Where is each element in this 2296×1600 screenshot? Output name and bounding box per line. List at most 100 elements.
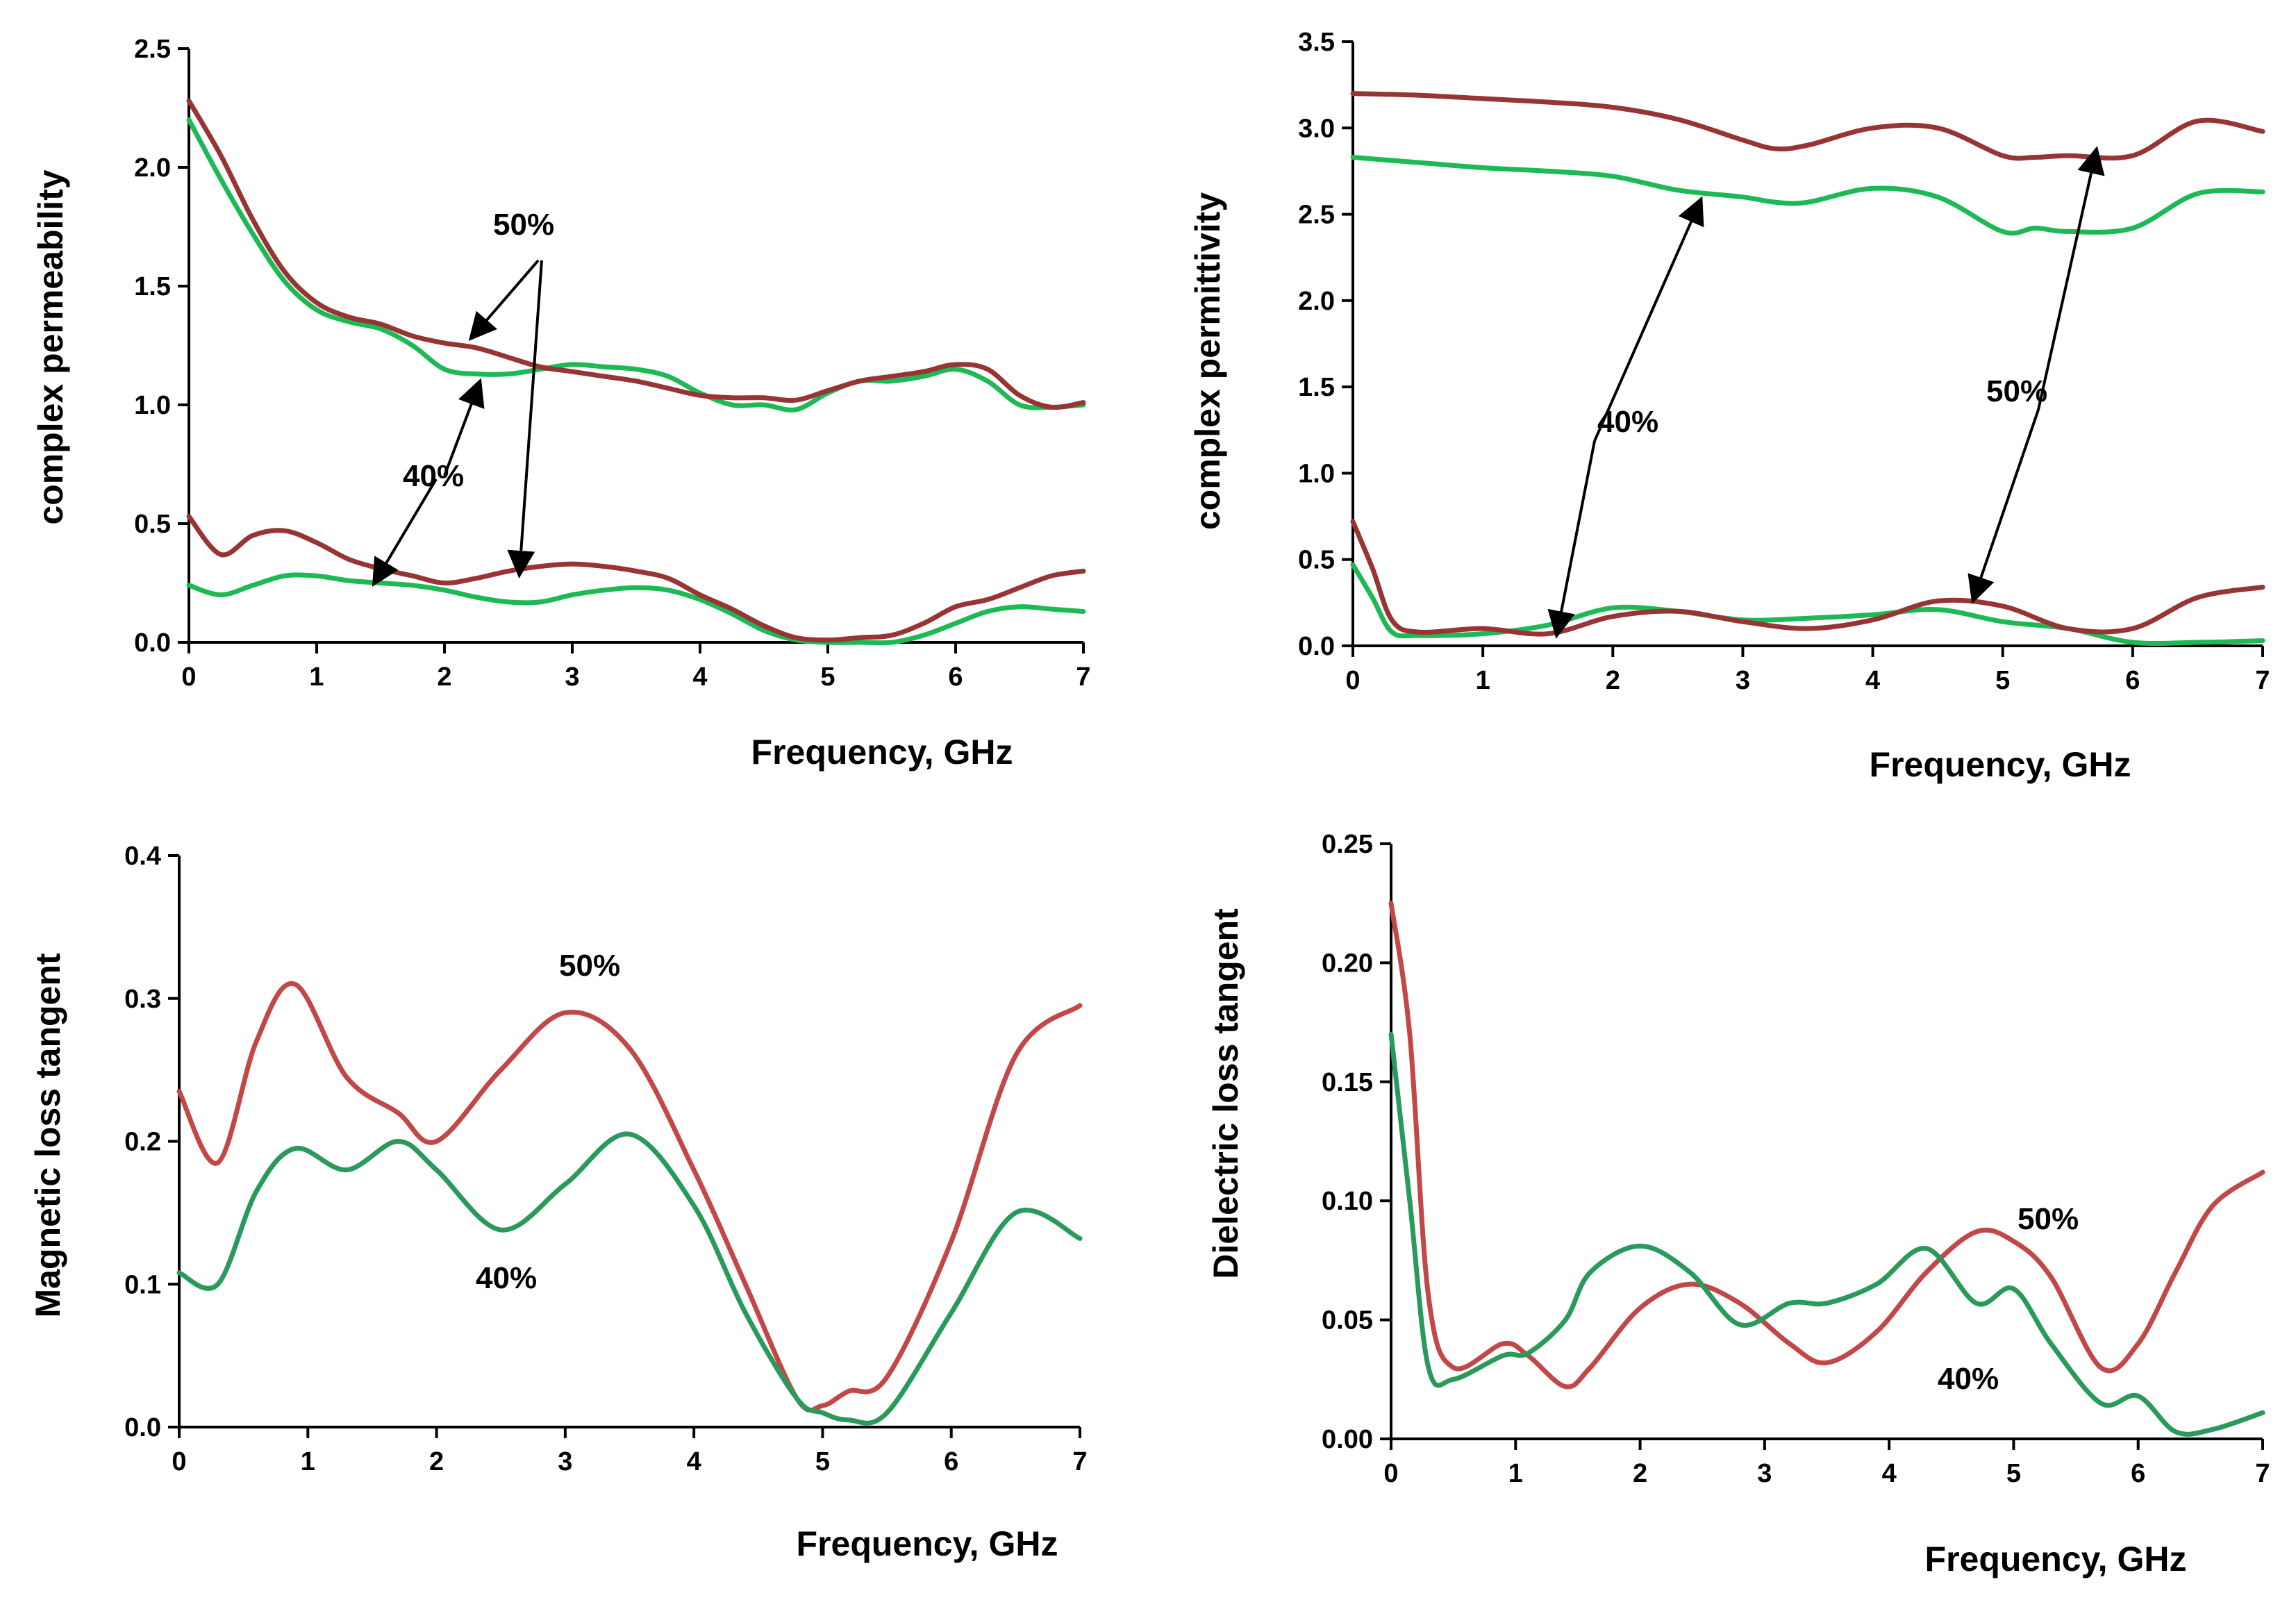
x-tick-label: 5 [820,662,835,692]
y-tick-label: 1.0 [134,391,171,420]
annotation-50pct: 50% [1986,374,2047,408]
y-tick-label: 3.0 [1298,114,1335,143]
x-tick-label: 0 [1383,1459,1398,1488]
annotation-40pct: 40% [1597,405,1658,439]
y-tick-label: 1.5 [1298,373,1335,402]
x-tick-label: 6 [948,662,963,692]
x-tick-label: 4 [1865,666,1880,695]
x-tick-label: 4 [687,1447,701,1476]
y-tick-label: 0.5 [134,510,171,539]
series-line-0 [186,117,1086,412]
x-tick-label: 3 [565,662,579,692]
y-axis-label: complex permeability [31,169,70,524]
x-axis-label: Frequency, GHz [751,733,1013,772]
y-tick-label: 0.3 [124,985,161,1014]
series-line-0 [1350,155,2265,236]
arrow [443,378,485,476]
x-tick-label: 7 [2255,1459,2270,1488]
y-tick-label: 2.5 [1298,201,1335,230]
y-axis-label: Magnetic loss tangent [28,953,67,1317]
annotation-50pct: 50% [559,949,620,983]
x-tick-label: 6 [944,1447,958,1476]
x-tick-label: 6 [2131,1459,2145,1488]
plot-area: 0.0 0.5 1.0 1.5 2.0 2.5 0 1 2 3 4 5 6 7 [134,35,1090,692]
series-line-0 [1388,901,2265,1390]
x-tick-label: 3 [558,1447,572,1476]
series-line-1 [186,98,1086,410]
arrow [1547,440,1596,639]
y-tick-label: 2.0 [1298,287,1335,316]
arrow [2037,146,2105,410]
series-line-2 [1350,562,2265,647]
arrow [468,259,540,342]
x-tick-label: 2 [429,1447,444,1476]
x-tick-label: 5 [1995,666,2010,695]
y-axis-label: Dielectric loss tangent [1206,908,1245,1279]
chart-permittivity: 0.0 0.5 1.0 1.5 2.0 2.5 3.0 3.5 0 1 2 3 4 5 6 7 Frequen… [1188,28,2270,784]
annotation-50pct: 50% [493,208,554,242]
chart-permeability: 0.0 0.5 1.0 1.5 2.0 2.5 0 1 2 3 4 5 6 7 Frequency, GH… [31,35,1091,772]
y-tick-label: 0.5 [1298,546,1335,575]
x-axis-label: Frequency, GHz [797,1524,1058,1563]
x-tick-label: 1 [1476,666,1490,695]
y-tick-label: 0.0 [1298,632,1335,661]
series-line-1 [1388,1031,2265,1437]
x-tick-label: 3 [1736,666,1750,695]
x-tick-label: 3 [1757,1459,1772,1488]
y-tick-label: 1.5 [134,272,171,301]
chart-magnetic-loss-tangent: 0.0 0.1 0.2 0.3 0.4 0 1 2 3 4 5 6 7 Frequency, GHz M… [28,842,1088,1563]
series-line-1 [176,1131,1083,1426]
y-tick-label: 0.00 [1322,1425,1373,1454]
y-tick-label: 0.20 [1322,949,1373,978]
x-tick-label: 4 [1882,1459,1897,1488]
arrow [1593,196,1704,442]
x-tick-label: 0 [1345,666,1360,695]
plot-area: 0.0 0.1 0.2 0.3 0.4 0 1 2 3 4 5 6 7 [124,842,1087,1476]
x-tick-label: 6 [2125,666,2140,695]
x-tick-label: 1 [301,1447,315,1476]
y-tick-label: 2.5 [134,35,171,64]
series-line-1 [1350,91,2265,161]
y-tick-label: 1.0 [1298,459,1335,488]
plot-area: 0.0 0.5 1.0 1.5 2.0 2.5 3.0 3.5 0 1 2 3 4 5 6 7 [1298,28,2270,695]
y-tick-label: 0.2 [124,1128,161,1157]
y-tick-label: 0.4 [124,842,161,871]
chart-dielectric-loss-tangent: 0.00 0.05 0.10 0.15 0.20 0.25 0 1 2 3 4 5 6 7 Frequen… [1206,830,2270,1578]
x-tick-label: 2 [1606,666,1620,695]
y-axis-label: complex permittivity [1188,192,1227,530]
x-axis-label: Frequency, GHz [1870,745,2131,784]
x-tick-label: 0 [172,1447,186,1476]
y-tick-label: 0.1 [124,1270,161,1299]
series-line-3 [1350,519,2265,637]
x-tick-label: 5 [2006,1459,2021,1488]
x-tick-label: 5 [815,1447,830,1476]
y-tick-label: 0.25 [1322,830,1373,859]
series-line-2 [186,572,1086,646]
annotation-40pct: 40% [1938,1362,1999,1396]
x-tick-label: 1 [1508,1459,1523,1488]
y-tick-label: 2.0 [134,153,171,183]
arrow [507,260,543,578]
annotation-40pct: 40% [476,1261,537,1295]
annotation-40pct: 40% [403,459,464,493]
y-tick-label: 0.15 [1322,1068,1373,1097]
x-tick-label: 0 [181,662,196,692]
y-tick-label: 0.0 [134,628,171,658]
annotation-50pct: 50% [2018,1202,2079,1236]
y-tick-label: 3.5 [1298,28,1335,57]
arrow [372,478,438,587]
y-tick-label: 0.0 [124,1413,161,1442]
y-tick-label: 0.05 [1322,1306,1373,1335]
arrow [1968,409,2040,604]
plot-area: 0.00 0.05 0.10 0.15 0.20 0.25 0 1 2 3 4 5 6 7 [1322,830,2270,1488]
x-tick-label: 7 [2255,666,2270,695]
x-tick-label: 2 [437,662,451,692]
x-tick-label: 7 [1072,1447,1087,1476]
x-tick-label: 7 [1076,662,1090,692]
x-tick-label: 1 [309,662,324,692]
y-tick-label: 0.10 [1322,1187,1373,1216]
x-tick-label: 4 [692,662,707,692]
series-line-3 [186,514,1086,643]
x-tick-label: 2 [1633,1459,1647,1488]
